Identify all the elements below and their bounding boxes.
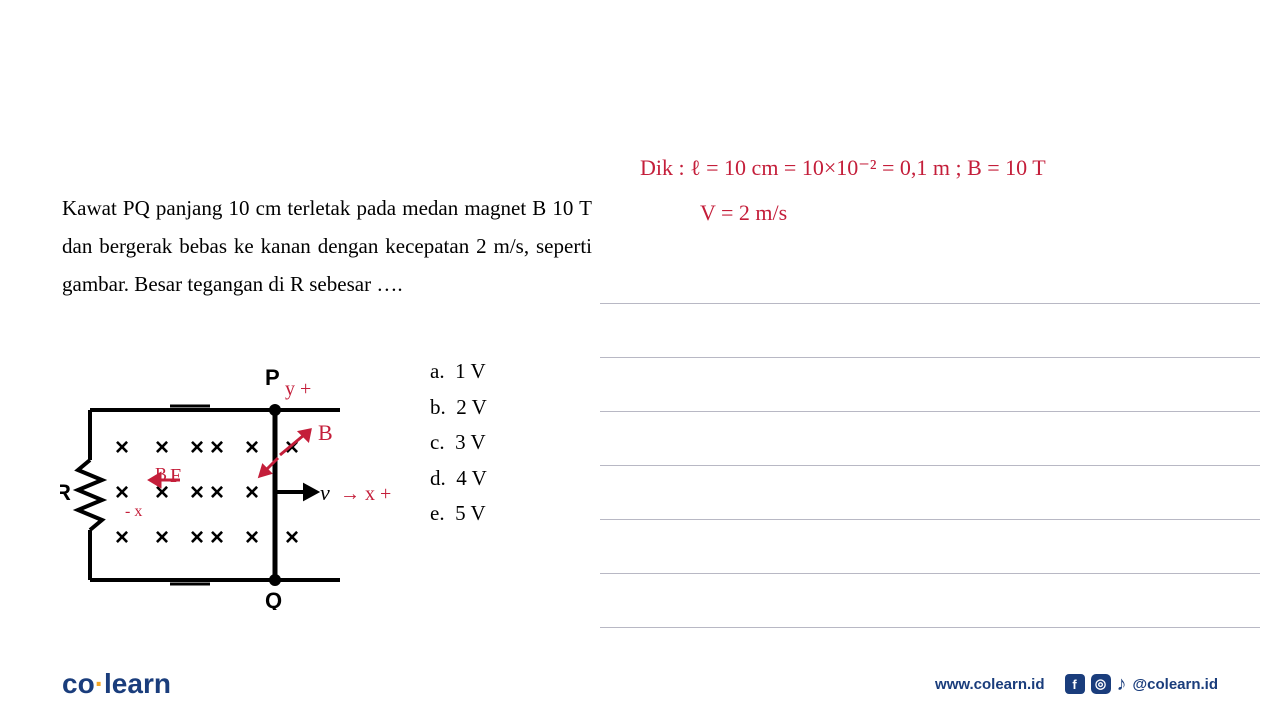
velocity-label: v — [320, 480, 330, 505]
answer-options: a. 1 V b. 2 V c. 3 V d. 4 V e. 5 V — [430, 355, 487, 533]
option-a: a. 1 V — [430, 355, 487, 389]
website-link: www.colearn.id — [935, 676, 1044, 693]
option-b: b. 2 V — [430, 391, 487, 425]
svg-text:×: × — [115, 434, 129, 461]
question-text: Kawat PQ panjang 10 cm terletak pada med… — [62, 190, 592, 303]
svg-text:B: B — [155, 464, 167, 484]
footer: co·learn www.colearn.id f ◎ ♪ @colearn.i… — [62, 668, 1218, 700]
circuit-diagram: ×××××× ××××× ×××××× v P Q R B F B y — [60, 360, 420, 610]
svg-text:×: × — [115, 524, 129, 551]
ruled-lines — [600, 250, 1260, 628]
logo: co·learn — [62, 668, 171, 700]
facebook-icon: f — [1065, 674, 1085, 694]
field-crosses: ×××××× ××××× ×××××× — [115, 434, 299, 551]
footer-right: www.colearn.id f ◎ ♪ @colearn.id — [935, 673, 1218, 696]
handwriting-line1: Dik : ℓ = 10 cm = 10×10⁻² = 0,1 m ; B = … — [640, 155, 1046, 181]
social-links: f ◎ ♪ @colearn.id — [1065, 673, 1218, 696]
label-xplus: → x + — [340, 483, 391, 505]
tiktok-icon: ♪ — [1117, 673, 1127, 696]
handwriting-line2: V = 2 m/s — [700, 200, 787, 226]
option-c: c. 3 V — [430, 426, 487, 460]
label-minusx: - x — [125, 503, 142, 520]
svg-text:×: × — [190, 479, 204, 506]
svg-text:×: × — [285, 524, 299, 551]
label-p: P — [265, 365, 280, 390]
svg-text:×: × — [115, 479, 129, 506]
svg-text:×: × — [245, 479, 259, 506]
svg-text:×: × — [245, 524, 259, 551]
option-d: d. 4 V — [430, 462, 487, 496]
svg-text:×: × — [190, 434, 204, 461]
svg-text:×: × — [210, 524, 224, 551]
svg-text:×: × — [210, 479, 224, 506]
question-block: Kawat PQ panjang 10 cm terletak pada med… — [62, 190, 592, 303]
diagram-svg: ×××××× ××××× ×××××× v P Q R B F B y — [60, 360, 420, 610]
label-r: R — [60, 480, 71, 505]
svg-text:×: × — [190, 524, 204, 551]
label-q: Q — [265, 588, 282, 610]
svg-text:×: × — [155, 434, 169, 461]
social-handle: @colearn.id — [1133, 676, 1218, 693]
label-f: F — [170, 465, 181, 487]
option-e: e. 5 V — [430, 497, 487, 531]
svg-text:×: × — [155, 524, 169, 551]
label-yplus: y + — [285, 378, 311, 400]
svg-text:×: × — [210, 434, 224, 461]
instagram-icon: ◎ — [1091, 674, 1111, 694]
label-b: B — [318, 420, 333, 445]
svg-text:×: × — [245, 434, 259, 461]
